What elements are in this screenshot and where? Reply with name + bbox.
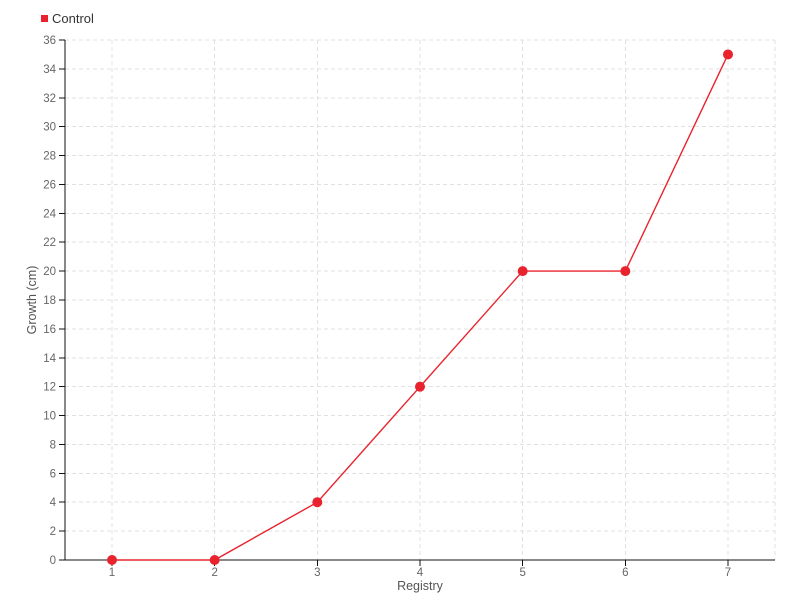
legend-swatch-icon: [41, 15, 48, 22]
y-tick-label: 22: [43, 237, 56, 249]
y-tick-label: 16: [43, 324, 56, 336]
y-tick-label: 14: [43, 353, 56, 365]
x-tick-label: 6: [622, 567, 628, 579]
y-tick-label: 12: [43, 382, 56, 394]
y-tick-label: 34: [43, 64, 56, 76]
y-tick-label: 4: [50, 497, 57, 509]
y-tick-label: 0: [50, 555, 56, 567]
x-tick-label: 2: [211, 567, 217, 579]
x-axis-title: Registry: [397, 579, 444, 593]
y-tick-label: 8: [50, 439, 56, 451]
x-tick-label: 1: [109, 567, 115, 579]
data-point[interactable]: [517, 266, 528, 277]
x-tick-label: 3: [314, 567, 320, 579]
y-tick-label: 26: [43, 179, 56, 191]
y-tick-label: 32: [43, 93, 56, 105]
data-point[interactable]: [620, 266, 631, 277]
data-point[interactable]: [723, 49, 733, 60]
y-tick-label: 30: [43, 122, 56, 134]
y-tick-label: 6: [50, 468, 56, 480]
x-tick-label: 7: [725, 567, 731, 579]
legend: Control: [41, 12, 94, 25]
data-point[interactable]: [209, 555, 220, 565]
y-tick-label: 24: [43, 208, 56, 220]
legend-label: Control: [52, 11, 94, 26]
legend-item-control[interactable]: Control: [41, 12, 94, 25]
data-point[interactable]: [107, 555, 117, 565]
x-tick-label: 5: [519, 567, 525, 579]
y-tick-label: 28: [43, 151, 56, 163]
data-point[interactable]: [312, 497, 323, 508]
data-point[interactable]: [415, 381, 425, 392]
y-tick-label: 18: [43, 295, 56, 307]
y-tick-label: 36: [43, 35, 56, 47]
x-tick-label: 4: [417, 567, 424, 579]
y-axis-title: Growth (cm): [25, 266, 39, 335]
y-tick-label: 10: [43, 411, 56, 423]
y-tick-label: 20: [43, 266, 56, 278]
y-tick-label: 2: [50, 526, 56, 538]
